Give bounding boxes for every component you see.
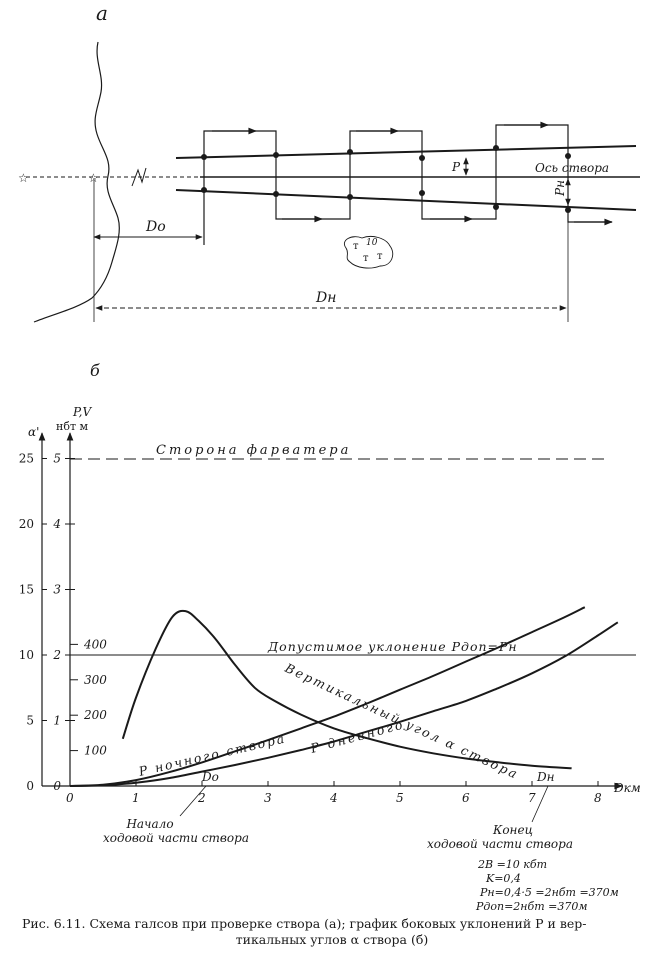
alpha-tick-label: 0 bbox=[26, 779, 34, 793]
v-tick-label: 200 bbox=[83, 708, 107, 722]
pn-label: Pн bbox=[553, 180, 567, 197]
p-tick-label: 1 bbox=[53, 714, 61, 728]
d0-tick-label: Dо bbox=[201, 770, 219, 784]
p-tick-label: 5 bbox=[53, 452, 61, 466]
night-range-curve bbox=[69, 606, 586, 787]
x-tick-label: 7 bbox=[528, 791, 536, 805]
caption-line-1: Рис. 6.11. Схема галсов при проверке ств… bbox=[22, 916, 587, 931]
island-mark: т bbox=[363, 253, 369, 264]
star-icon: ☆ bbox=[18, 171, 29, 185]
d0-pointer bbox=[179, 785, 207, 817]
param-2b: 2B =10 кбт bbox=[477, 858, 547, 871]
day-range-label: P дневного bbox=[308, 716, 406, 756]
island-sounding: 10 bbox=[366, 238, 378, 248]
x-tick-label: 6 bbox=[462, 791, 470, 805]
alpha-axis-label: α' bbox=[28, 425, 39, 439]
island-mark: т bbox=[377, 251, 383, 262]
param-pn: Pн=0,4·5 =2нбт =370м bbox=[479, 886, 619, 899]
fairway-side-label: Сторона фарватера bbox=[156, 443, 351, 458]
v-tick-label: 100 bbox=[84, 744, 107, 758]
range-break-mark bbox=[131, 167, 147, 187]
panel-a: а ☆ ☆ Ось створа bbox=[18, 1, 640, 323]
crossing-points bbox=[201, 145, 571, 213]
lower-boundary-line bbox=[175, 189, 637, 211]
vertical-angle-curve bbox=[121, 609, 572, 770]
pv-axis-label: P,V bbox=[72, 405, 92, 419]
panel-a-label: а bbox=[96, 1, 108, 25]
x-ticks: 0 1 2 3 4 5 6 7 8 bbox=[66, 781, 602, 805]
p-tick-label: 4 bbox=[52, 517, 61, 531]
x-axis-label: Dкм bbox=[613, 781, 641, 795]
caption-line-2: тикальных углов α створа (б) bbox=[235, 932, 429, 947]
alpha-tick-label: 20 bbox=[19, 517, 34, 531]
v-tick-label: 300 bbox=[84, 673, 107, 687]
figure-caption: Рис. 6.11. Схема галсов при проверке ств… bbox=[22, 916, 642, 948]
p-tick-label: 0 bbox=[53, 779, 61, 793]
v-ticks: 100 200 300 400 bbox=[70, 637, 107, 758]
x-tick-label: 1 bbox=[132, 791, 140, 805]
island-mark: т bbox=[353, 241, 359, 252]
start-label-line-1: Начало bbox=[125, 817, 173, 831]
x-tick-label: 5 bbox=[396, 791, 404, 805]
range-axis-label: Ось створа bbox=[535, 161, 609, 175]
curves bbox=[69, 606, 619, 787]
upper-boundary-line bbox=[175, 145, 637, 159]
coastline bbox=[33, 41, 120, 323]
dn-tick-label: Dн bbox=[536, 770, 555, 784]
day-range-curve bbox=[69, 621, 619, 787]
panel-b-label: б bbox=[90, 361, 100, 380]
start-label-line-2: ходовой части створа bbox=[103, 831, 249, 845]
tack-path bbox=[203, 124, 612, 245]
end-label-line-2: ходовой части створа bbox=[427, 837, 573, 851]
alpha-tick-label: 10 bbox=[19, 648, 34, 662]
x-tick-label: 3 bbox=[264, 791, 272, 805]
alpha-tick-label: 15 bbox=[19, 583, 34, 597]
dn-label: Dн bbox=[315, 290, 336, 306]
island-outline bbox=[344, 235, 394, 269]
p-label: P bbox=[451, 160, 461, 174]
x-tick-label: 8 bbox=[594, 791, 602, 805]
dn-pointer bbox=[531, 785, 549, 823]
alpha-tick-label: 5 bbox=[26, 714, 34, 728]
end-label-line-1: Конец bbox=[492, 823, 533, 837]
param-k: K=0,4 bbox=[485, 872, 521, 885]
param-pdop: Pдоп=2нбт =370м bbox=[475, 900, 588, 913]
p-tick-label: 3 bbox=[53, 583, 61, 597]
tack-arrows bbox=[212, 121, 613, 226]
x-tick-label: 2 bbox=[197, 791, 206, 805]
star-icon: ☆ bbox=[88, 171, 99, 185]
p-tick-label: 2 bbox=[52, 648, 61, 662]
v-tick-label: 400 bbox=[83, 637, 107, 651]
x-tick-label: 4 bbox=[329, 791, 338, 805]
tolerance-label: Допустимое уклонение Pдоп=Pн bbox=[267, 639, 518, 654]
x-tick-label: 0 bbox=[66, 791, 74, 805]
alpha-ticks: 0 5 10 15 20 25 bbox=[19, 452, 47, 793]
alpha-tick-label: 25 bbox=[19, 452, 34, 466]
pv-units: нбт м bbox=[56, 420, 89, 433]
d0-label: Dо bbox=[145, 219, 166, 235]
p-ticks: 0 1 2 3 4 5 bbox=[52, 452, 75, 793]
